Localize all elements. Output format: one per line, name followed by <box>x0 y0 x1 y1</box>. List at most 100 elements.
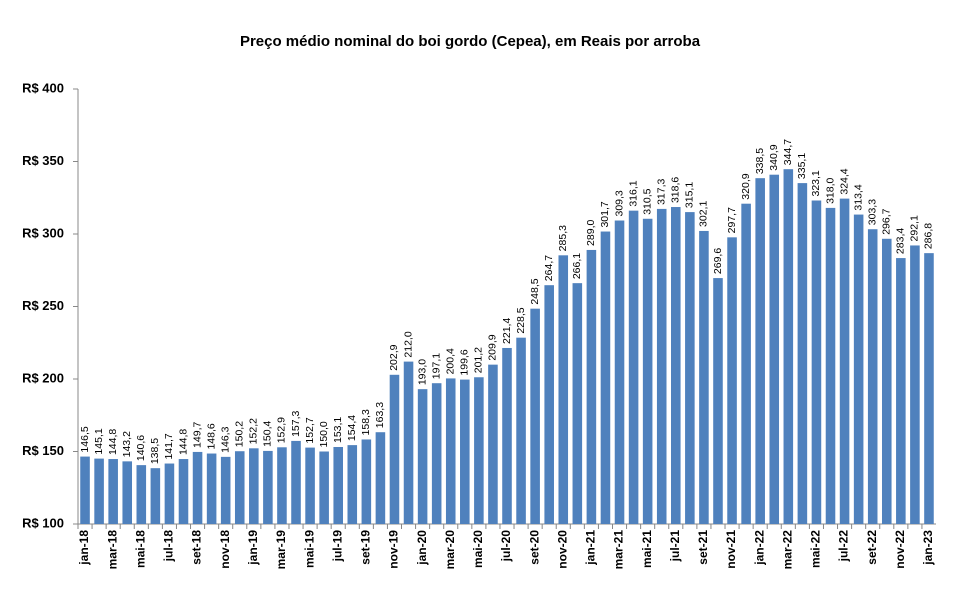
bar <box>881 238 892 524</box>
value-label: 310,5 <box>641 188 653 214</box>
bar <box>80 456 90 524</box>
x-tick-label: jul-21 <box>668 530 682 563</box>
value-label: 145,1 <box>93 428 105 454</box>
x-tick-label: nov-18 <box>218 530 232 569</box>
x-tick-label: mai-19 <box>302 530 316 568</box>
value-label: 193,0 <box>416 359 428 385</box>
value-label: 154,4 <box>346 415 358 441</box>
value-label: 344,7 <box>782 139 794 165</box>
value-label: 141,7 <box>163 433 175 459</box>
bar <box>122 461 133 524</box>
bar <box>671 207 681 524</box>
bar <box>600 231 611 524</box>
bar <box>263 450 273 524</box>
x-tick-label: jul-19 <box>330 530 344 563</box>
bar <box>853 214 864 524</box>
bar <box>150 468 161 524</box>
bar <box>811 200 822 524</box>
chart-title: Preço médio nominal do boi gordo (Cepea)… <box>240 33 701 50</box>
value-label: 285,3 <box>557 225 569 251</box>
y-tick-label: R$ 100 <box>22 515 64 530</box>
value-label: 289,0 <box>585 220 597 246</box>
value-label: 340,9 <box>768 144 780 170</box>
bar <box>516 337 526 524</box>
value-label: 144,8 <box>107 429 119 455</box>
bar <box>656 208 667 525</box>
x-tick-label: jan-19 <box>246 530 260 566</box>
x-tick-label: mar-18 <box>105 530 119 570</box>
value-label: 313,4 <box>852 184 864 210</box>
bar <box>614 220 625 524</box>
value-label: 209,9 <box>487 334 499 360</box>
value-label: 157,3 <box>290 410 302 436</box>
bar <box>839 198 850 524</box>
x-tick-label: set-22 <box>865 530 879 565</box>
x-tick-label: jul-18 <box>162 530 176 563</box>
value-label: 292,1 <box>909 215 921 241</box>
value-label: 140,6 <box>135 435 147 461</box>
bar <box>277 447 287 524</box>
value-label: 149,7 <box>191 421 203 447</box>
value-label: 199,6 <box>459 349 471 375</box>
bar <box>417 389 428 524</box>
x-tick-label: jul-20 <box>499 530 513 563</box>
value-label: 153,1 <box>332 417 344 443</box>
x-tick-label: mar-20 <box>443 530 457 570</box>
bar <box>234 451 245 524</box>
bar <box>797 183 808 525</box>
bar <box>896 258 906 524</box>
value-label: 338,5 <box>754 148 766 174</box>
x-tick-label: jan-20 <box>415 530 429 566</box>
value-label: 150,4 <box>262 420 274 446</box>
value-label: 201,2 <box>473 347 485 373</box>
bar <box>727 237 737 524</box>
bar <box>361 439 372 524</box>
x-tick-label: mai-20 <box>471 530 485 568</box>
value-label: 318,6 <box>670 177 682 203</box>
value-label: 221,4 <box>501 318 513 344</box>
bar <box>769 174 780 524</box>
x-tick-label: jan-18 <box>77 530 91 566</box>
value-label: 324,4 <box>838 168 850 194</box>
x-tick-label: jan-22 <box>752 530 766 566</box>
bar <box>178 459 189 524</box>
x-tick-label: nov-19 <box>387 530 401 569</box>
bar <box>783 169 794 524</box>
value-label: 283,4 <box>895 228 907 254</box>
value-label: 302,1 <box>698 201 710 227</box>
x-tick-label: set-19 <box>359 530 373 565</box>
x-tick-label: set-21 <box>696 530 710 565</box>
x-tick-label: mai-22 <box>809 530 823 568</box>
value-label: 317,3 <box>656 178 668 204</box>
value-label: 150,0 <box>318 421 330 447</box>
bar <box>249 448 259 524</box>
bar <box>460 379 470 524</box>
bar <box>305 447 315 524</box>
value-label: 150,2 <box>234 421 246 447</box>
value-label: 303,3 <box>866 199 878 225</box>
y-tick-label: R$ 400 <box>22 80 64 95</box>
bar <box>375 432 386 524</box>
value-label: 138,5 <box>149 438 161 464</box>
bar <box>94 458 104 524</box>
value-label: 296,7 <box>881 208 893 234</box>
x-tick-label: mai-18 <box>133 530 147 568</box>
value-label: 264,7 <box>543 255 555 281</box>
value-label: 248,5 <box>529 278 541 304</box>
x-tick-label: set-18 <box>190 530 204 565</box>
x-tick-label: nov-22 <box>893 530 907 569</box>
bar <box>741 203 751 524</box>
bar <box>474 377 484 524</box>
bar <box>910 245 920 524</box>
value-label: 197,1 <box>430 353 442 379</box>
bar <box>572 283 583 524</box>
y-tick-label: R$ 350 <box>22 153 64 168</box>
value-label: 335,1 <box>796 153 808 179</box>
bar <box>685 212 695 525</box>
value-label: 143,2 <box>121 431 133 457</box>
value-label: 323,1 <box>810 170 822 196</box>
bar <box>544 285 554 524</box>
value-label: 158,3 <box>360 409 372 435</box>
value-label: 152,9 <box>276 417 288 443</box>
value-label: 200,4 <box>445 348 457 374</box>
